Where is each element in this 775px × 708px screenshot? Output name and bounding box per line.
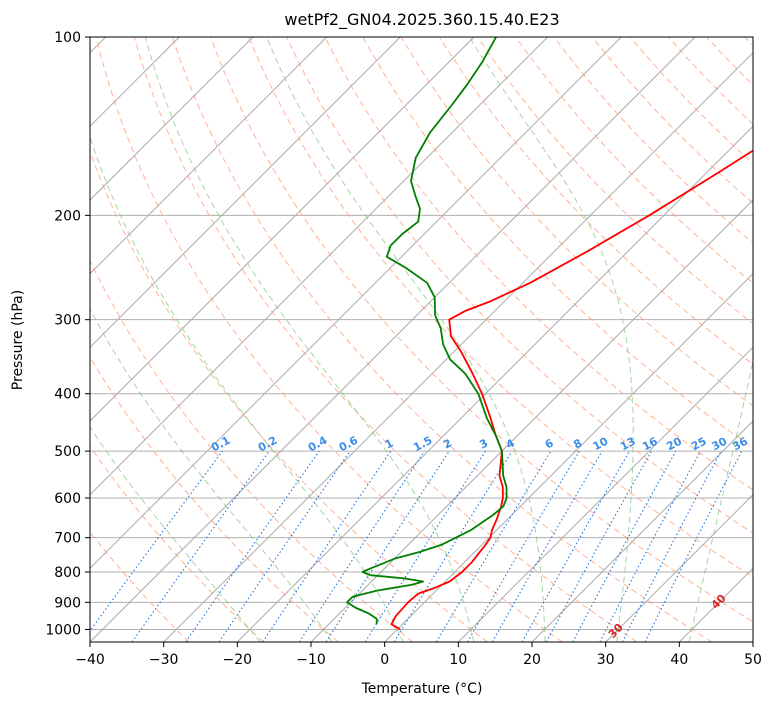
dry-adiabat-line (248, 37, 753, 578)
dry-adiabat-line (706, 37, 753, 86)
moist-adiabat-line (90, 426, 261, 642)
mixing-ratio-line (298, 450, 425, 642)
mixing-ratio-label: 2 (441, 436, 454, 451)
y-tick-label: 1000 (45, 622, 81, 638)
dry-adiabat-line (286, 37, 753, 534)
moist-adiabat-line (144, 37, 475, 642)
dry-adiabat-line (90, 259, 414, 642)
y-tick-label: 400 (54, 387, 81, 403)
mixing-ratio-label: 10 (591, 434, 611, 453)
mixing-ratio-line (131, 450, 270, 642)
dry-adiabat-line (90, 356, 339, 642)
x-tick-label: 50 (744, 652, 762, 668)
mixing-ratio-line (325, 450, 450, 642)
y-tick-label: 300 (54, 313, 81, 329)
mixing-ratio-line (435, 450, 552, 642)
dry-adiabat-line (90, 445, 264, 642)
isotherm-line (90, 37, 549, 496)
y-tick-label: 600 (54, 491, 81, 507)
moist-adiabat-line (90, 308, 333, 642)
dry-adiabat-line (324, 37, 753, 491)
isotherm-line (531, 420, 753, 642)
dry-adiabat-line (668, 37, 753, 125)
isotherm-line (90, 37, 401, 349)
mixing-ratio-label: 4 (504, 436, 517, 451)
x-tick-label: 30 (597, 652, 615, 668)
isotherm-line (678, 567, 753, 642)
temperature-line-label: 40 (709, 591, 729, 611)
mixing-ratio-label: 3 (477, 436, 490, 451)
x-tick-label: −20 (223, 652, 253, 668)
isotherm-line (752, 641, 753, 642)
x-axis-title: Temperature (°C) (361, 681, 483, 697)
moist-adiabat-line (688, 358, 753, 642)
isotherm-line (90, 37, 328, 275)
mixing-ratio-line (545, 450, 653, 642)
x-tick-label: 10 (449, 652, 467, 668)
isotherm-line (310, 199, 753, 642)
isotherm-line (90, 37, 475, 422)
mixing-ratio-label: 16 (640, 435, 660, 454)
dry-adiabat-line (95, 37, 563, 642)
x-tick-label: 40 (670, 652, 688, 668)
dry-adiabat-line (210, 37, 753, 623)
isotherm-line (90, 37, 622, 570)
y-tick-label: 500 (54, 444, 81, 460)
dry-adiabat-line (133, 37, 638, 642)
x-tick-label: 0 (380, 652, 389, 668)
mixing-ratio-label: 20 (664, 434, 684, 453)
mixing-ratio-line (599, 450, 701, 642)
isotherm-line (90, 37, 254, 201)
background-lines (90, 37, 753, 642)
profile-lines (346, 37, 753, 631)
y-tick-label: 100 (54, 30, 81, 46)
mixing-ratio-line (572, 450, 677, 642)
dry-adiabat-line (553, 37, 753, 244)
mixing-ratio-label: 30 (710, 435, 730, 454)
isotherm-line (90, 37, 696, 642)
mixing-ratio-label: 36 (730, 435, 750, 454)
isotherm-line (236, 125, 753, 642)
dry-adiabat-line (515, 37, 753, 284)
mixing-ratio-line (185, 450, 320, 642)
y-tick-label: 700 (54, 531, 81, 547)
axis-ticks: −40 −30 −20 −10 0 10 20 30 40 50 100 200 300 400 500 60… (45, 30, 762, 668)
plot-frame (89, 36, 754, 643)
dry-adiabat-line (591, 37, 753, 204)
dry-adiabat-line (171, 37, 712, 642)
profile-series-2 (346, 37, 508, 625)
y-axis-title: Pressure (hPa) (10, 290, 26, 390)
mixing-ratio-line (644, 450, 743, 642)
mixing-ratio-line (262, 450, 392, 642)
moist-adiabat-line (266, 37, 546, 642)
mixing-ratio-line (393, 450, 513, 642)
isotherm-line (384, 272, 753, 642)
x-tick-label: 20 (523, 652, 541, 668)
x-tick-label: −40 (75, 652, 105, 668)
mixing-ratio-label: 25 (689, 435, 709, 454)
mixing-ratio-label: 6 (543, 436, 556, 451)
mixing-ratio-line (90, 450, 223, 632)
mixing-ratio-line (364, 450, 486, 642)
mixing-ratio-label: 13 (618, 435, 638, 454)
y-tick-label: 200 (54, 208, 81, 224)
x-tick-label: −10 (296, 652, 326, 668)
isotherm-line (163, 51, 753, 642)
moist-adiabat-line (469, 37, 634, 642)
x-tick-label: −30 (149, 652, 179, 668)
chart-title: wetPf2_GN04.2025.360.15.40.E23 (284, 10, 559, 30)
mixing-ratio-line (218, 450, 351, 642)
mixing-ratio-line (521, 450, 630, 642)
isotherm-line (605, 493, 753, 642)
moist-adiabat-line (90, 135, 404, 642)
y-tick-label: 800 (54, 565, 81, 581)
dry-adiabat-line (90, 531, 190, 642)
isotherm-line (457, 346, 753, 642)
y-tick-label: 900 (54, 595, 81, 611)
dry-adiabat-line (744, 37, 753, 47)
